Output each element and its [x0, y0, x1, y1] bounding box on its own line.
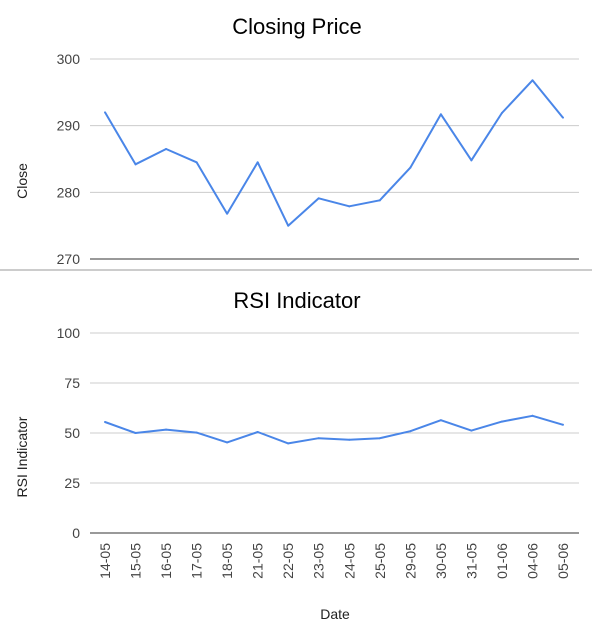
data-point — [317, 197, 320, 200]
y-tick-label: 270 — [57, 251, 81, 267]
data-point — [500, 112, 503, 114]
series-line — [104, 414, 564, 445]
x-tick-label: 30-05 — [433, 543, 449, 579]
data-point — [562, 423, 564, 426]
x-tick-label: 01-06 — [494, 543, 510, 579]
y-axis-label: Close — [14, 163, 30, 199]
y-tick-labels: 0 25 50 75 100 — [57, 325, 81, 541]
x-tick-label: 23-05 — [311, 543, 327, 579]
data-point — [226, 212, 229, 215]
data-point — [470, 429, 473, 432]
y-axis-label: RSI Indicator — [14, 416, 30, 497]
x-tick-label: 29-05 — [402, 543, 418, 579]
data-point — [256, 431, 259, 433]
x-tick-label: 25-05 — [372, 543, 388, 579]
rsi-indicator-chart: RSI Indicator RSI Indicator 0 25 50 75 100 1… — [14, 288, 579, 622]
y-tick-label: 25 — [64, 475, 80, 491]
y-tick-label: 290 — [57, 118, 81, 134]
x-tick-label: 16-05 — [158, 543, 174, 579]
data-point — [470, 159, 473, 162]
data-point — [134, 432, 137, 434]
data-point — [348, 438, 351, 441]
series-line — [104, 79, 564, 227]
x-tick-label: 17-05 — [189, 543, 205, 579]
x-tick-label: 14-05 — [97, 543, 113, 579]
data-point — [226, 441, 229, 444]
y-tick-label: 0 — [72, 525, 80, 541]
y-tick-labels: 270 280 290 300 — [57, 51, 81, 267]
data-point — [104, 111, 106, 114]
chart-title: RSI Indicator — [233, 288, 360, 313]
y-tick-label: 100 — [57, 325, 81, 341]
x-axis-label: Date — [320, 606, 350, 622]
data-point — [562, 116, 564, 119]
gridlines — [90, 332, 579, 534]
data-point — [134, 163, 137, 166]
y-tick-label: 50 — [64, 425, 80, 441]
data-point — [104, 421, 106, 423]
x-tick-labels: 14-05 15-05 16-05 17-05 18-05 21-05 22-05 23-05… — [97, 543, 571, 579]
data-point — [409, 430, 412, 433]
data-point — [378, 437, 381, 440]
data-point — [348, 205, 351, 208]
x-tick-label: 24-05 — [341, 543, 357, 579]
data-point — [256, 161, 259, 164]
data-point — [195, 161, 198, 164]
data-point — [439, 113, 442, 116]
data-point — [165, 428, 168, 431]
data-point — [531, 414, 534, 417]
x-tick-label: 22-05 — [280, 543, 296, 579]
data-point — [165, 148, 168, 150]
x-tick-label: 21-05 — [250, 543, 266, 579]
data-point — [195, 431, 198, 434]
chart-title: Closing Price — [232, 14, 362, 39]
y-tick-label: 280 — [57, 184, 81, 200]
y-tick-label: 300 — [57, 51, 81, 67]
x-tick-label: 15-05 — [128, 543, 144, 579]
data-point — [317, 437, 320, 440]
x-tick-label: 04-06 — [524, 543, 540, 579]
data-point — [409, 166, 412, 169]
data-point — [287, 442, 290, 445]
data-point — [439, 419, 442, 422]
x-tick-label: 05-06 — [555, 543, 571, 579]
series-rsi — [104, 414, 564, 445]
data-point — [378, 199, 381, 202]
data-point — [531, 79, 534, 82]
data-point — [287, 224, 290, 227]
x-tick-label: 18-05 — [219, 543, 235, 579]
closing-price-chart: Closing Price Close 270 280 290 300 — [14, 14, 579, 267]
gridlines — [90, 58, 579, 260]
data-point — [500, 420, 503, 423]
series-close — [104, 79, 564, 227]
x-tick-label: 31-05 — [463, 543, 479, 579]
y-tick-label: 75 — [64, 375, 80, 391]
